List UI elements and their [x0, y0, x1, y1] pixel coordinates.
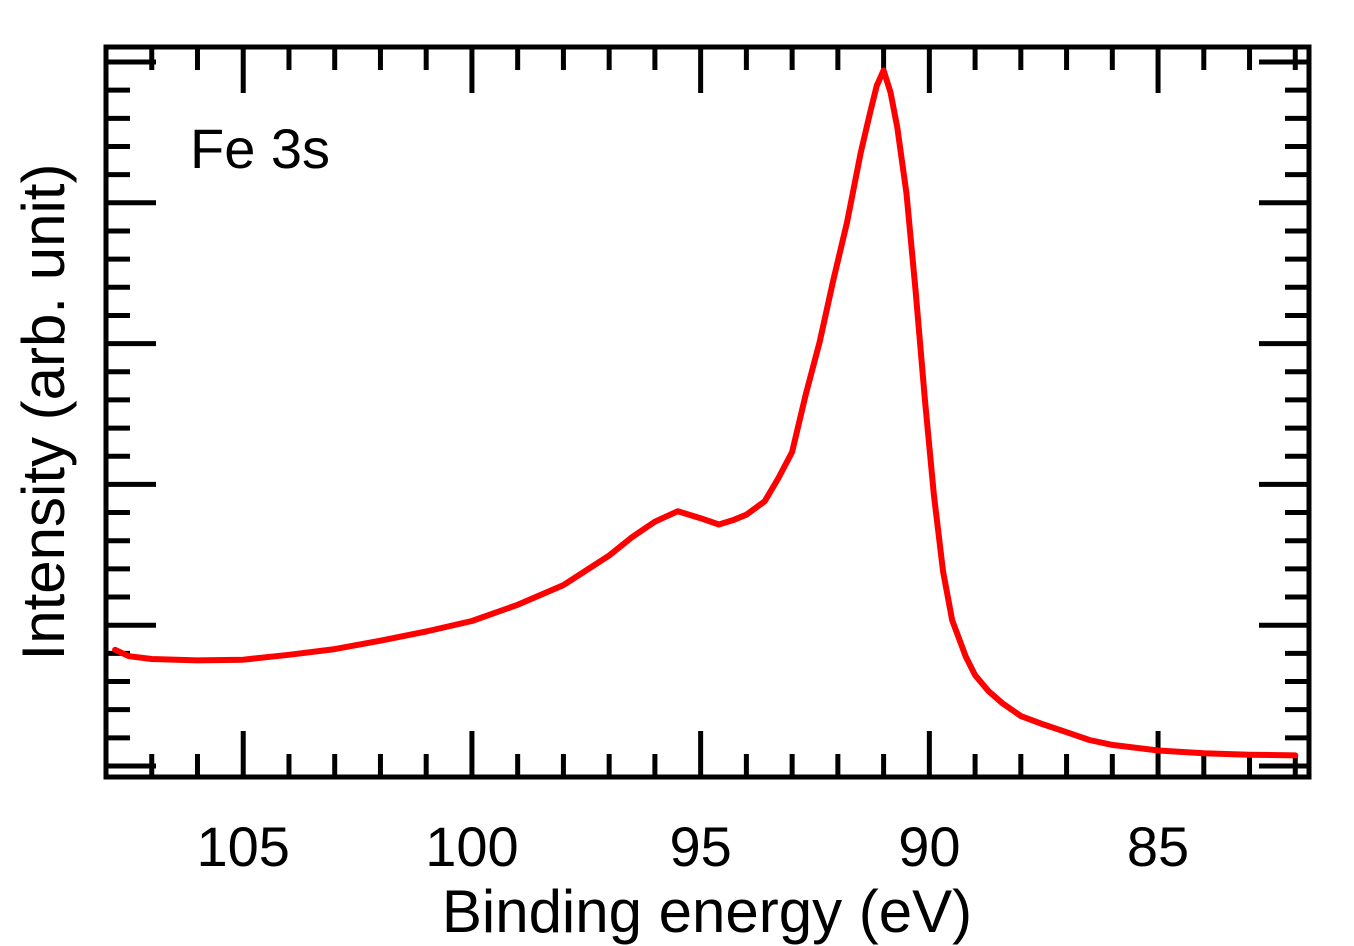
bottom-axis-ticks [103, 731, 1298, 777]
spectrum-annotation: Fe 3s [190, 117, 330, 180]
x-tick-label: 105 [197, 815, 290, 878]
series-layer [112, 67, 1299, 759]
right-axis-ticks [1259, 59, 1309, 769]
x-tick-label: 100 [425, 815, 518, 878]
y-axis-label: Intensity (arb. unit) [10, 164, 77, 661]
x-tick-label: 90 [898, 815, 960, 878]
left-axis-ticks [106, 59, 156, 769]
top-axis-ticks [103, 47, 1298, 93]
x-tick-label: 95 [669, 815, 731, 878]
plot-frame [103, 44, 1312, 780]
x-axis-label: Binding energy (eV) [442, 878, 972, 945]
x-tick-label: 85 [1127, 815, 1189, 878]
series-line-fe-3s [112, 67, 1299, 759]
x-tick-labels: 105 100 95 90 85 [197, 815, 1190, 878]
